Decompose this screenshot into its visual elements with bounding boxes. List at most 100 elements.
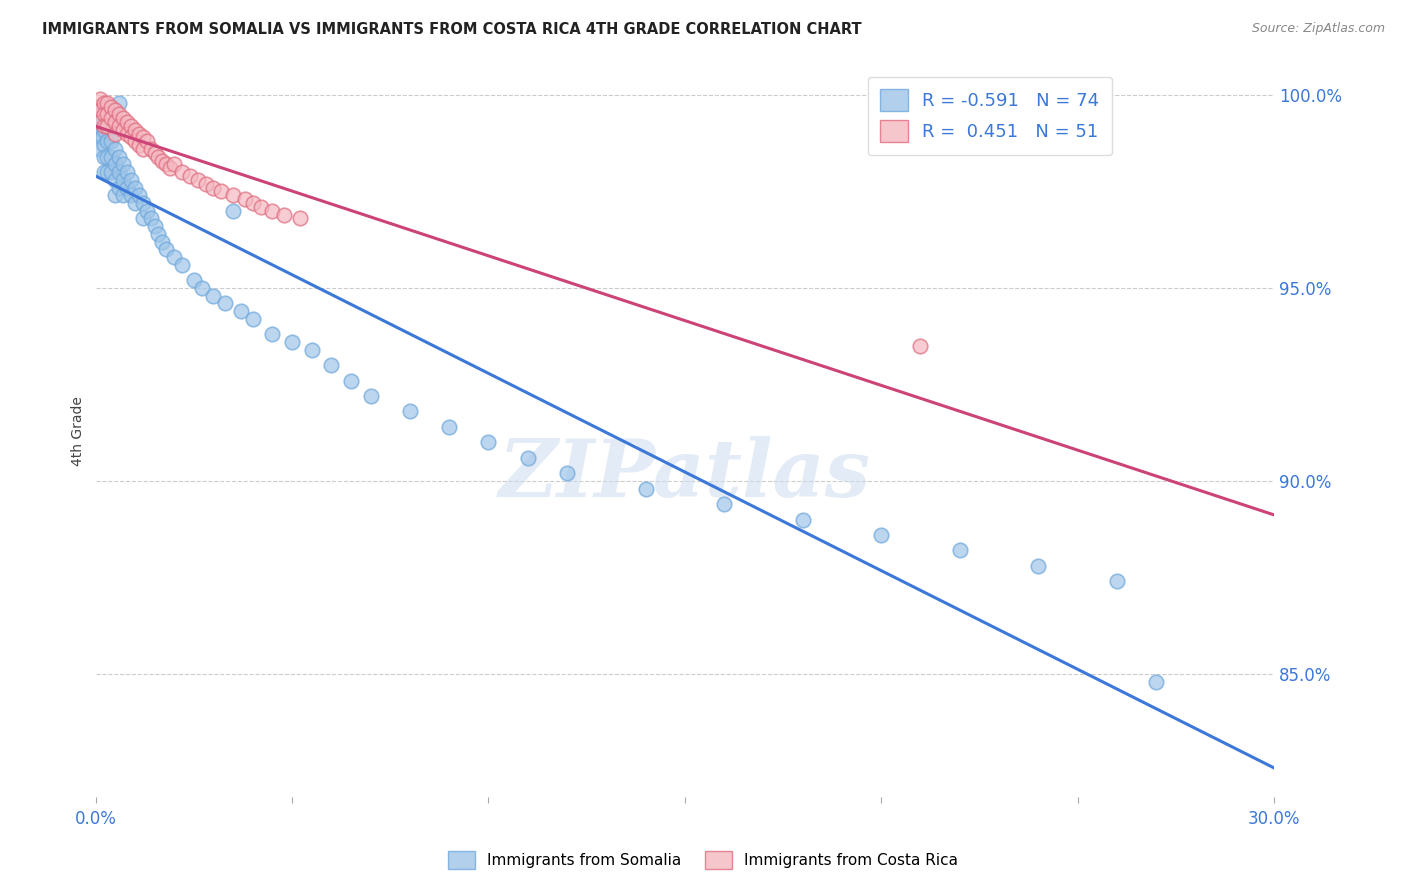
- Point: [100, 134, 122, 148]
- Point: [124, 122, 146, 136]
- Point: [120, 119, 142, 133]
- Point: [516, 450, 538, 465]
- Point: [159, 161, 181, 176]
- Point: [108, 165, 131, 179]
- Point: [89, 92, 111, 106]
- Point: [288, 211, 311, 226]
- Point: [202, 288, 225, 302]
- Legend: R = -0.591   N = 74, R =  0.451   N = 51: R = -0.591 N = 74, R = 0.451 N = 51: [868, 77, 1112, 155]
- Point: [96, 165, 118, 179]
- Point: [321, 358, 343, 372]
- Point: [120, 130, 142, 145]
- Point: [1144, 674, 1167, 689]
- Point: [96, 103, 118, 118]
- Point: [93, 165, 115, 179]
- Point: [104, 157, 127, 171]
- Point: [112, 157, 135, 171]
- Point: [89, 142, 111, 156]
- Text: ZIPatlas: ZIPatlas: [499, 436, 870, 514]
- Point: [96, 119, 118, 133]
- Point: [115, 115, 138, 129]
- Text: IMMIGRANTS FROM SOMALIA VS IMMIGRANTS FROM COSTA RICA 4TH GRADE CORRELATION CHAR: IMMIGRANTS FROM SOMALIA VS IMMIGRANTS FR…: [42, 22, 862, 37]
- Point: [96, 119, 118, 133]
- Point: [202, 180, 225, 194]
- Point: [155, 157, 177, 171]
- Point: [132, 130, 155, 145]
- Point: [139, 211, 162, 226]
- Point: [163, 157, 186, 171]
- Point: [1105, 574, 1128, 589]
- Point: [555, 467, 578, 481]
- Point: [112, 173, 135, 187]
- Point: [1026, 558, 1049, 573]
- Point: [143, 145, 166, 160]
- Point: [477, 435, 499, 450]
- Point: [104, 115, 127, 129]
- Point: [949, 543, 972, 558]
- Point: [229, 304, 252, 318]
- Point: [132, 196, 155, 211]
- Point: [100, 111, 122, 125]
- Point: [93, 107, 115, 121]
- Point: [634, 482, 657, 496]
- Point: [242, 311, 264, 326]
- Point: [222, 188, 245, 202]
- Point: [132, 142, 155, 156]
- Point: [183, 273, 205, 287]
- Point: [713, 497, 735, 511]
- Point: [194, 177, 217, 191]
- Point: [187, 173, 209, 187]
- Point: [93, 150, 115, 164]
- Point: [108, 119, 131, 133]
- Point: [93, 119, 115, 133]
- Point: [112, 188, 135, 202]
- Point: [128, 127, 150, 141]
- Point: [124, 134, 146, 148]
- Point: [100, 150, 122, 164]
- Point: [108, 107, 131, 121]
- Point: [143, 219, 166, 234]
- Point: [233, 192, 256, 206]
- Point: [115, 180, 138, 194]
- Point: [93, 95, 115, 110]
- Point: [262, 327, 284, 342]
- Point: [96, 107, 118, 121]
- Point: [89, 127, 111, 141]
- Point: [124, 180, 146, 194]
- Point: [90, 130, 112, 145]
- Point: [104, 188, 127, 202]
- Point: [96, 150, 118, 164]
- Point: [360, 389, 382, 403]
- Point: [399, 404, 422, 418]
- Text: Source: ZipAtlas.com: Source: ZipAtlas.com: [1251, 22, 1385, 36]
- Point: [152, 153, 174, 168]
- Point: [96, 134, 118, 148]
- Point: [100, 99, 122, 113]
- Legend: Immigrants from Somalia, Immigrants from Costa Rica: Immigrants from Somalia, Immigrants from…: [441, 845, 965, 875]
- Point: [249, 200, 271, 214]
- Point: [152, 235, 174, 249]
- Point: [104, 142, 127, 156]
- Point: [222, 203, 245, 218]
- Point: [135, 134, 157, 148]
- Point: [262, 203, 284, 218]
- Point: [86, 99, 108, 113]
- Point: [281, 334, 304, 349]
- Point: [104, 103, 127, 118]
- Point: [148, 150, 170, 164]
- Point: [170, 258, 193, 272]
- Point: [139, 142, 162, 156]
- Point: [214, 296, 236, 310]
- Point: [112, 122, 135, 136]
- Point: [437, 420, 460, 434]
- Point: [89, 99, 111, 113]
- Point: [340, 374, 363, 388]
- Point: [209, 185, 232, 199]
- Point: [115, 165, 138, 179]
- Point: [870, 528, 893, 542]
- Point: [86, 115, 108, 129]
- Point: [93, 122, 115, 136]
- Point: [132, 211, 155, 226]
- Point: [170, 165, 193, 179]
- Point: [89, 103, 111, 118]
